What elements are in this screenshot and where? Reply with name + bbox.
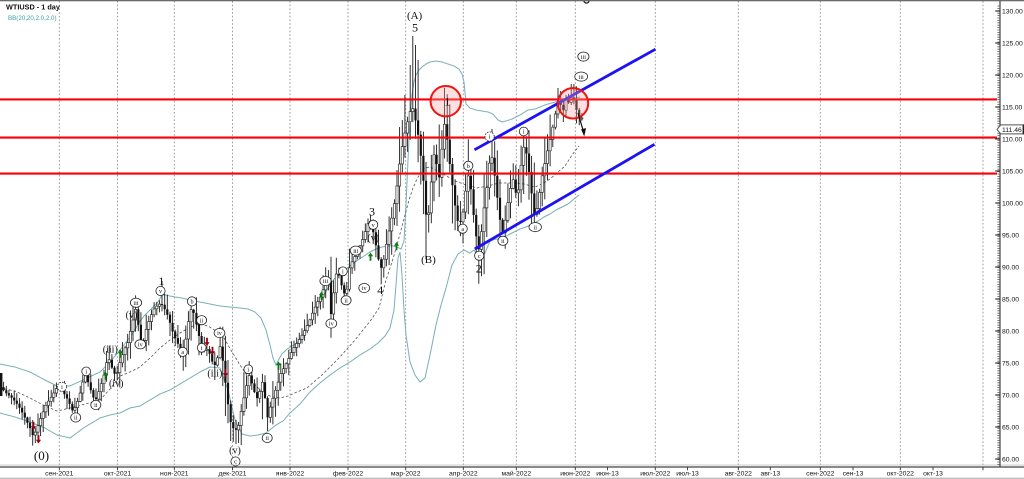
svg-text:85.00: 85.00 (1002, 297, 1019, 304)
svg-text:125.00: 125.00 (1002, 41, 1023, 48)
svg-text:июл-2022: июл-2022 (640, 471, 670, 478)
svg-text:c: c (478, 253, 481, 260)
svg-text:iv: iv (217, 330, 223, 337)
svg-text:сен-2022: сен-2022 (806, 471, 835, 478)
svg-text:1: 1 (158, 274, 164, 288)
svg-text:i: i (201, 345, 203, 352)
svg-text:65.00: 65.00 (1002, 425, 1019, 432)
svg-text:июн-2022: июн-2022 (560, 471, 590, 478)
svg-text:5: 5 (412, 21, 418, 35)
svg-text:2: 2 (476, 262, 482, 276)
svg-text:(v): (v) (367, 233, 379, 244)
svg-text:ii: ii (94, 402, 98, 409)
svg-text:BB(20,20,2.0,2.0): BB(20,20,2.0,2.0) (8, 15, 57, 22)
svg-text:апр-2022: апр-2022 (449, 471, 478, 478)
svg-text:105.00: 105.00 (1002, 169, 1023, 176)
svg-text:111.46: 111.46 (1002, 127, 1022, 134)
svg-text:iv: iv (362, 285, 368, 292)
svg-text:iii: iii (353, 248, 358, 255)
svg-text:авг-13: авг-13 (760, 471, 780, 478)
svg-text:(iv): (iv) (109, 379, 123, 390)
svg-text:авг-2022: авг-2022 (725, 471, 752, 478)
svg-text:дек-2021: дек-2021 (218, 471, 246, 478)
svg-text:i: i (489, 134, 491, 141)
svg-text:i: i (247, 367, 249, 374)
svg-text:WTIUSD - 1 day: WTIUSD - 1 day (6, 3, 61, 12)
svg-text:ii: ii (265, 435, 269, 442)
svg-text:b: b (467, 163, 470, 170)
svg-text:сен-13: сен-13 (843, 471, 864, 478)
svg-text:110.00: 110.00 (1002, 137, 1023, 144)
svg-text:окт-2021: окт-2021 (104, 471, 132, 478)
svg-text:v: v (159, 288, 163, 295)
svg-text:(B): (B) (421, 254, 436, 266)
svg-text:сен-2021: сен-2021 (45, 471, 74, 478)
svg-text:iii: iii (579, 74, 584, 81)
svg-text:80.00: 80.00 (1002, 329, 1019, 336)
svg-text:(v): (v) (126, 310, 138, 321)
svg-text:130.00: 130.00 (1002, 9, 1023, 16)
svg-text:i: i (85, 369, 87, 376)
svg-text:115.00: 115.00 (1002, 105, 1023, 112)
svg-text:(0): (0) (34, 448, 49, 463)
svg-text:60.00: 60.00 (1002, 457, 1019, 464)
svg-text:i: i (61, 384, 63, 391)
svg-text:v: v (372, 222, 376, 229)
svg-text:ноя-2021: ноя-2021 (160, 471, 189, 478)
svg-text:75.00: 75.00 (1002, 361, 1019, 368)
svg-text:b: b (190, 299, 193, 306)
svg-text:ii: ii (200, 317, 204, 324)
svg-text:июл-13: июл-13 (676, 471, 699, 478)
svg-text:фев-2022: фев-2022 (333, 471, 364, 478)
svg-text:май-2022: май-2022 (501, 470, 531, 478)
svg-text:1: 1 (444, 95, 450, 109)
svg-text:(iii): (iii) (103, 345, 118, 356)
svg-text:ii: ii (501, 238, 505, 245)
svg-text:100.00: 100.00 (1002, 201, 1023, 208)
svg-text:120.00: 120.00 (1002, 73, 1023, 80)
svg-text:июн-13: июн-13 (596, 471, 619, 478)
svg-text:iv: iv (329, 321, 335, 328)
svg-text:i: i (523, 129, 525, 136)
svg-text:окт-2022: окт-2022 (887, 471, 915, 478)
svg-text:iii: iii (133, 300, 138, 307)
svg-text:c: c (234, 459, 237, 466)
svg-text:70.00: 70.00 (1002, 393, 1019, 400)
svg-text:4: 4 (377, 283, 383, 297)
svg-text:90.00: 90.00 (1002, 265, 1019, 272)
svg-text:iii: iii (581, 54, 586, 61)
svg-text:i: i (342, 269, 344, 276)
svg-text:мар-2022: мар-2022 (391, 471, 421, 478)
svg-text:(A): (A) (407, 10, 423, 22)
svg-text:ii: ii (74, 415, 78, 422)
svg-text:iii: iii (323, 278, 328, 285)
svg-text:a: a (181, 349, 184, 356)
svg-text:3: 3 (369, 205, 375, 219)
svg-text:95.00: 95.00 (1002, 233, 1019, 240)
svg-text:(iii): (iii) (207, 369, 222, 380)
svg-text:a: a (461, 226, 464, 233)
svg-text:ii: ii (533, 224, 537, 231)
svg-text:(v): (v) (229, 446, 241, 457)
svg-text:окт-13: окт-13 (923, 471, 943, 478)
svg-text:ii: ii (344, 298, 348, 305)
svg-text:янв-2022: янв-2022 (276, 471, 305, 478)
svg-text:iv: iv (138, 342, 144, 349)
